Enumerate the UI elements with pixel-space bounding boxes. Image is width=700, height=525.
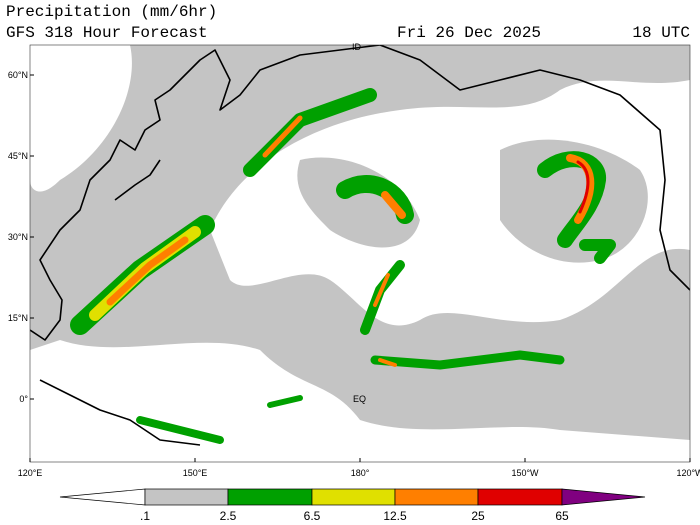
- colorbar-segment: [311, 488, 396, 506]
- lat-label: 60°N: [8, 70, 28, 80]
- time: 18 UTC: [632, 24, 690, 42]
- lat-label: 0°: [19, 394, 28, 404]
- coastlines: [30, 45, 690, 446]
- lat-label: 15°N: [8, 313, 28, 323]
- cloud-area: [297, 157, 420, 248]
- map: 60°N 45°N 30°N 15°N 0° 120°E 150°E 180° 150°W 120…: [8, 42, 700, 478]
- subtitle: GFS 318 Hour Forecast: [6, 24, 208, 42]
- lon-label: 120°W: [676, 468, 700, 478]
- lon-label: 120°E: [18, 468, 43, 478]
- place-label: EQ: [353, 394, 366, 404]
- lat-label: 30°N: [8, 232, 28, 242]
- colorbar-label: 12.5: [383, 509, 407, 523]
- colorbar-label: 2.5: [220, 509, 237, 523]
- colorbar-segment: [227, 488, 313, 506]
- lat-label: 45°N: [8, 151, 28, 161]
- title: Precipitation (mm/6hr): [6, 3, 217, 21]
- place-label: ID: [352, 42, 362, 52]
- colorbar: .1 2.5 6.5 12.5 25 65: [59, 488, 646, 523]
- date: Fri 26 Dec 2025: [397, 24, 541, 42]
- axis-labels: 60°N 45°N 30°N 15°N 0° 120°E 150°E 180° 150°W 120…: [8, 42, 700, 478]
- lon-label: 150°W: [511, 468, 539, 478]
- lon-label: 150°E: [183, 468, 208, 478]
- colorbar-label: 65: [555, 509, 569, 523]
- dry-area: [30, 45, 132, 192]
- colorbar-segment: [59, 488, 146, 506]
- colorbar-segment: [477, 488, 563, 506]
- cloud-area: [500, 139, 648, 263]
- rain-bands: [70, 88, 616, 444]
- colorbar-segment: [561, 488, 646, 506]
- colorbar-segment: [394, 488, 479, 506]
- colorbar-label: 25: [471, 509, 485, 523]
- lon-label: 180°: [351, 468, 370, 478]
- colorbar-segment: [144, 488, 229, 506]
- colorbar-label: 6.5: [304, 509, 321, 523]
- colorbar-label: .1: [140, 509, 150, 523]
